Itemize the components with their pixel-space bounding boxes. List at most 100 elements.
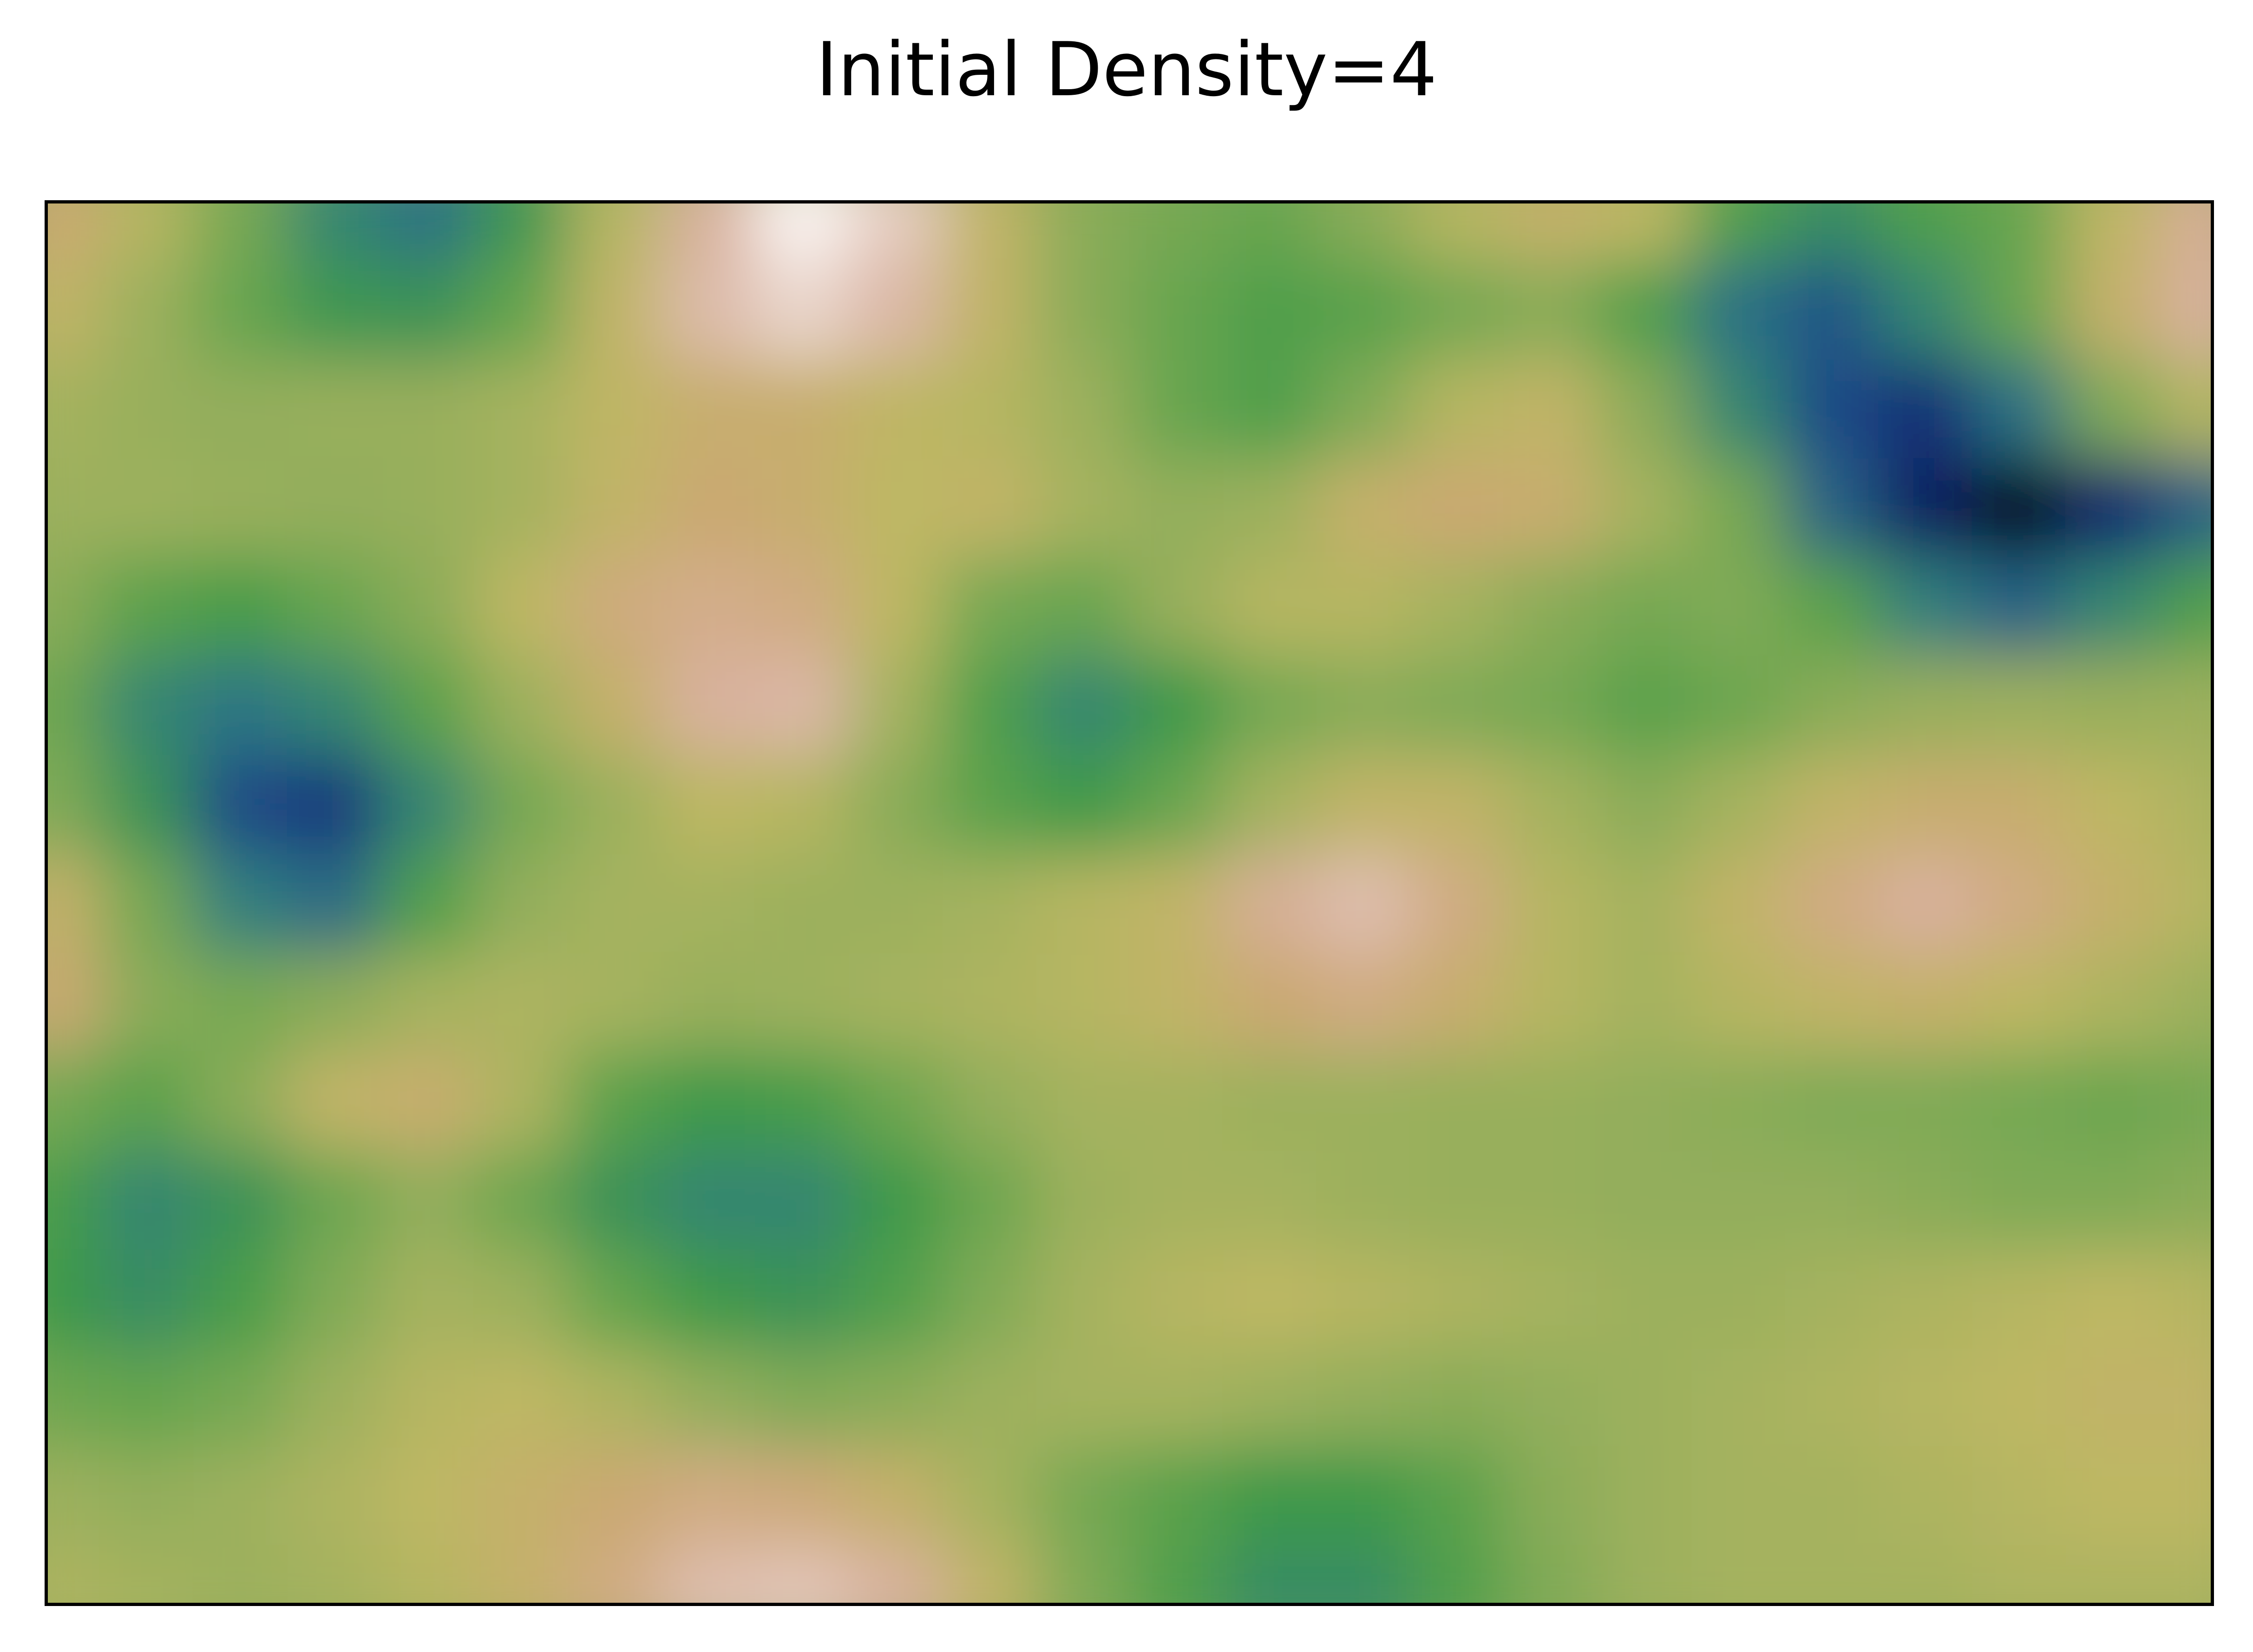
heatmap-cell xyxy=(1878,853,1972,953)
heatmap-cell xyxy=(1129,260,1224,360)
heatmap-cell xyxy=(48,1150,100,1250)
heatmap-cell xyxy=(1597,359,1691,459)
heatmap-cell xyxy=(755,359,849,459)
heatmap-cell xyxy=(48,458,100,558)
heatmap-cell xyxy=(1223,656,1317,755)
heatmap-cell xyxy=(1597,754,1691,854)
heatmap-cells xyxy=(48,203,2211,1603)
heatmap-cell xyxy=(661,1051,755,1151)
heatmap-cell xyxy=(48,359,100,459)
heatmap-cell xyxy=(1504,656,1598,755)
heatmap-cell xyxy=(1035,458,1130,558)
heatmap-cell xyxy=(2159,1546,2211,1603)
heatmap-cell xyxy=(568,1150,662,1250)
heatmap-cell xyxy=(1878,1150,1972,1250)
heatmap-cell xyxy=(287,458,381,558)
heatmap-cell xyxy=(1597,1249,1691,1349)
heatmap-cell xyxy=(848,853,943,953)
heatmap-cell xyxy=(1410,1249,1504,1349)
heatmap-cell xyxy=(1223,1546,1317,1603)
heatmap-cell xyxy=(942,203,1036,261)
heatmap-cell xyxy=(2159,458,2211,558)
heatmap-cell xyxy=(848,557,943,656)
heatmap-cell xyxy=(2159,853,2211,953)
heatmap-cell xyxy=(1223,1051,1317,1151)
heatmap-cell xyxy=(99,1150,194,1250)
heatmap-cell xyxy=(1878,458,1972,558)
heatmap-cell xyxy=(2159,1447,2211,1547)
heatmap-cell xyxy=(1410,1051,1504,1151)
heatmap-cell xyxy=(1223,359,1317,459)
heatmap-cell xyxy=(1971,754,2066,854)
heatmap-cell xyxy=(1129,1348,1224,1448)
heatmap-cell xyxy=(287,1150,381,1250)
heatmap-cell xyxy=(1410,1447,1504,1547)
heatmap-cell xyxy=(1223,458,1317,558)
heatmap-cell xyxy=(661,1150,755,1250)
heatmap-cell xyxy=(2159,952,2211,1052)
heatmap-cell xyxy=(1035,656,1130,755)
heatmap-cell xyxy=(1691,1150,1785,1250)
heatmap-cell xyxy=(661,1348,755,1448)
heatmap-cell xyxy=(2065,557,2160,656)
heatmap-cell xyxy=(1597,656,1691,755)
heatmap-cell xyxy=(2065,754,2160,854)
heatmap-cell xyxy=(1035,1249,1130,1349)
heatmap-cell xyxy=(568,260,662,360)
heatmap-cell xyxy=(1971,1546,2066,1603)
heatmap-cell xyxy=(1597,952,1691,1052)
heatmap-cell xyxy=(193,656,288,755)
heatmap-cell xyxy=(48,853,100,953)
heatmap-cell xyxy=(193,853,288,953)
heatmap-cell xyxy=(1971,656,2066,755)
heatmap-cell xyxy=(474,1546,568,1603)
heatmap-cell xyxy=(1971,952,2066,1052)
heatmap-cell xyxy=(1410,1348,1504,1448)
heatmap-cell xyxy=(1410,1546,1504,1603)
heatmap-cell xyxy=(755,1051,849,1151)
heatmap-cell xyxy=(755,260,849,360)
heatmap-cell xyxy=(942,359,1036,459)
heatmap-cell xyxy=(1971,1447,2066,1547)
heatmap-cell xyxy=(380,952,475,1052)
heatmap-cell xyxy=(1784,260,1879,360)
heatmap-cell xyxy=(287,359,381,459)
heatmap-cell xyxy=(193,1447,288,1547)
heatmap-cell xyxy=(1223,754,1317,854)
heatmap-cell xyxy=(568,1348,662,1448)
heatmap-cell xyxy=(2159,260,2211,360)
heatmap-cell xyxy=(568,458,662,558)
heatmap-cell xyxy=(380,359,475,459)
heatmap-cell xyxy=(48,656,100,755)
heatmap-cell xyxy=(474,754,568,854)
heatmap-cell xyxy=(1129,1249,1224,1349)
heatmap-cell xyxy=(755,458,849,558)
heatmap-cell xyxy=(1035,1150,1130,1250)
heatmap-cell xyxy=(1784,1546,1879,1603)
heatmap-cell xyxy=(661,557,755,656)
heatmap-cell xyxy=(1316,754,1411,854)
heatmap-cell xyxy=(1878,260,1972,360)
heatmap-cell xyxy=(99,1546,194,1603)
heatmap-cell xyxy=(193,1249,288,1349)
heatmap-cell xyxy=(1784,952,1879,1052)
heatmap-cell xyxy=(848,1150,943,1250)
heatmap-cell xyxy=(2065,952,2160,1052)
heatmap-cell xyxy=(1316,853,1411,953)
heatmap-cell xyxy=(193,1150,288,1250)
heatmap-cell xyxy=(99,203,194,261)
heatmap-cell xyxy=(2065,359,2160,459)
heatmap-cell xyxy=(99,1249,194,1349)
heatmap-cell xyxy=(99,359,194,459)
heatmap-cell xyxy=(99,557,194,656)
heatmap-cell xyxy=(755,1348,849,1448)
heatmap-cell xyxy=(474,359,568,459)
heatmap-cell xyxy=(1504,1150,1598,1250)
heatmap-cell xyxy=(287,754,381,854)
heatmap-cell xyxy=(1691,203,1785,261)
heatmap-cell xyxy=(661,754,755,854)
heatmap-cell xyxy=(848,1249,943,1349)
heatmap-cell xyxy=(755,1150,849,1250)
heatmap-cell xyxy=(942,952,1036,1052)
heatmap-cell xyxy=(568,1051,662,1151)
